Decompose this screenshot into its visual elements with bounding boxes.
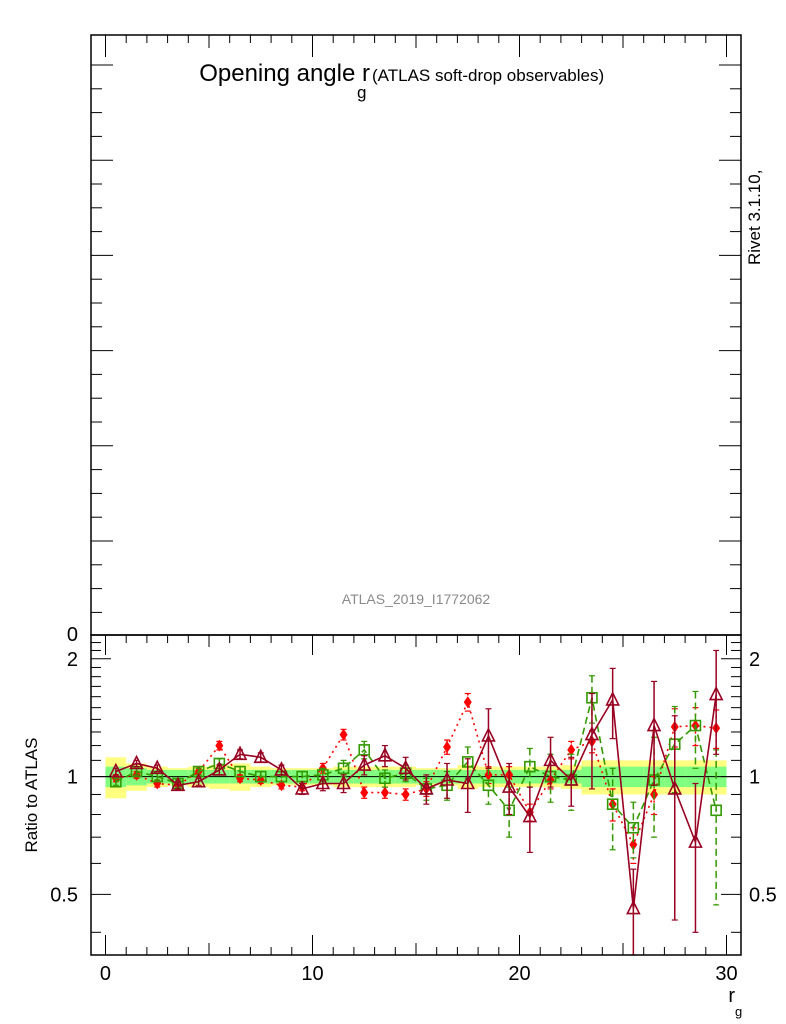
data-point [460,774,476,790]
data-point [215,739,224,752]
series-line [115,697,717,830]
data-point [358,744,371,756]
analysis-watermark: ATLAS_2019_I1772062 [342,591,491,607]
data-point [212,761,227,776]
data-point [689,719,702,732]
y-tick-label: 0.5 [50,884,78,906]
series-line [115,699,717,847]
ratio-panel-frame [90,634,742,956]
data-point [377,747,393,762]
data-point [274,761,289,776]
data-point [337,762,350,775]
series-triangle [108,649,724,956]
data-point [380,786,389,799]
y-tick-label-right: 0.5 [749,884,777,906]
data-point [688,833,703,848]
data-point [543,751,558,767]
y-axis-label: Ratio to ATLAS [22,738,41,853]
data-point [129,754,144,770]
y-tick-label-right: 1 [749,767,760,789]
data-point [626,899,641,915]
x-tick-label: 30 [715,963,737,985]
data-point [563,771,579,786]
x-tick-label: 20 [508,963,530,985]
data-point [443,741,452,753]
y-tick-label: 2 [67,649,78,671]
data-point [524,760,536,773]
data-point [170,776,186,792]
ratio-panel: 0 10 20 30 0.5 0.5 1 1 2 2 [50,634,777,985]
data-point [605,691,620,706]
x-axis-label: r [728,985,735,1007]
data-point [401,788,410,801]
ratio-axis-ticks: 0 10 20 30 0.5 0.5 1 1 2 2 [50,635,777,985]
data-point [253,748,269,764]
x-tick-label: 0 [100,963,111,985]
data-point [584,725,600,741]
series-square [110,675,722,906]
data-point [234,765,246,778]
data-point [232,745,248,761]
data-point [336,774,351,790]
data-point [627,821,640,834]
data-point [356,756,372,771]
data-point [710,804,722,817]
data-point [149,759,165,775]
x-tick-label: 10 [301,963,323,985]
series-line [115,694,717,909]
plot-title-note: (ATLAS soft-drop observables) [372,66,604,85]
data-point [108,762,124,778]
rivet-version-label: Rivet 3.1.10, [745,170,764,265]
plot-title-subscript: g [357,83,366,102]
series-layer [108,649,724,956]
data-point [481,727,496,742]
data-point [315,774,331,790]
data-point [192,765,205,778]
top-panel-frame [90,34,742,636]
top-panel-y-tick-label: 0 [67,624,78,646]
plot-title: Opening angle r [199,60,370,87]
data-point [501,778,517,793]
x-axis-label-subscript: g [735,1004,742,1019]
data-point [667,780,683,795]
data-point [629,838,638,851]
data-point [254,770,267,783]
data-point [463,696,472,709]
y-tick-label: 1 [67,767,78,789]
data-point [646,716,662,732]
data-point [398,759,413,775]
data-point [191,772,206,788]
y-tick-label-right: 2 [749,649,760,671]
data-point [606,798,619,810]
data-point [708,685,724,701]
data-point [294,780,310,795]
data-point [236,772,245,785]
data-point [419,780,434,795]
data-point [522,807,538,823]
data-point [567,743,576,756]
data-point [482,779,495,792]
data-point [379,772,391,785]
top-panel-ticks [91,35,741,613]
data-point [360,786,369,799]
data-point [439,771,455,786]
data-point [339,728,348,741]
